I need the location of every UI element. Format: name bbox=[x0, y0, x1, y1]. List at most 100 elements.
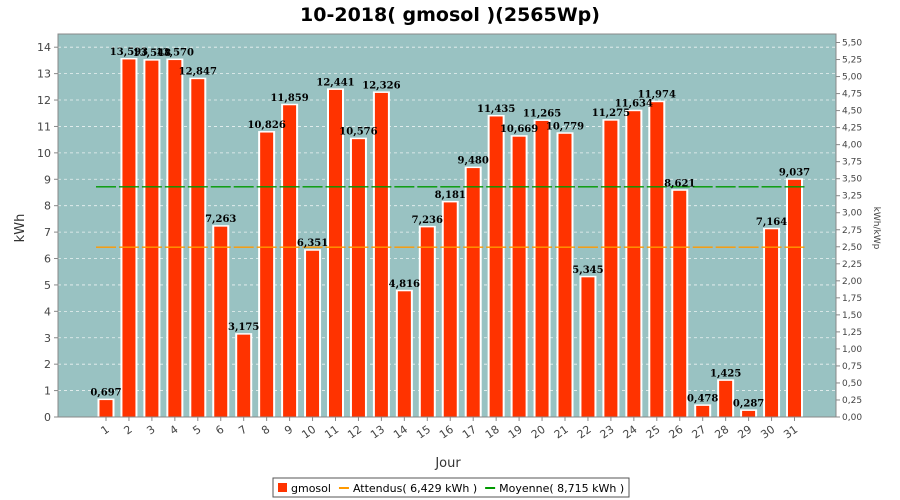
bar-value-label: 0,478 bbox=[687, 393, 718, 404]
bar-value-label: 13,570 bbox=[156, 48, 194, 59]
y2-tick-label: 3,25 bbox=[842, 192, 862, 202]
x-tick-label: 17 bbox=[460, 423, 479, 442]
y2-tick-label: 4,75 bbox=[842, 90, 862, 100]
y2-tick-label: 5,25 bbox=[842, 56, 862, 66]
bar-value-label: 10,669 bbox=[500, 124, 538, 135]
x-axis-label: Jour bbox=[434, 456, 461, 471]
bar bbox=[191, 79, 205, 418]
x-tick-label: 18 bbox=[483, 423, 502, 442]
bar bbox=[466, 168, 480, 417]
x-tick-label: 21 bbox=[552, 423, 571, 442]
bar-value-label: 11,974 bbox=[638, 90, 676, 101]
bar-value-label: 9,037 bbox=[779, 167, 810, 178]
bar-value-label: 1,425 bbox=[710, 368, 741, 379]
y-tick-label: 2 bbox=[44, 358, 51, 371]
bar-value-label: 11,435 bbox=[477, 104, 515, 115]
x-tick-label: 10 bbox=[299, 423, 318, 442]
y-tick-label: 8 bbox=[44, 200, 51, 213]
bar-value-label: 7,236 bbox=[412, 215, 443, 226]
bar-value-label: 5,345 bbox=[572, 265, 603, 276]
bar bbox=[673, 190, 687, 417]
y-tick-label: 12 bbox=[37, 94, 51, 107]
y2-axis-label: kWh/kWp bbox=[871, 207, 881, 250]
x-tick-label: 3 bbox=[144, 423, 157, 438]
bar bbox=[306, 250, 320, 417]
x-tick-label: 22 bbox=[575, 423, 594, 442]
y2-tick-label: 1,25 bbox=[842, 328, 862, 338]
bar bbox=[535, 120, 549, 418]
bar bbox=[765, 229, 779, 417]
y2-tick-label: 2,75 bbox=[842, 226, 862, 236]
bar bbox=[604, 120, 618, 418]
legend-entry: gmosol bbox=[291, 482, 331, 495]
x-tick-label: 31 bbox=[781, 423, 800, 442]
bar bbox=[237, 334, 251, 417]
bar bbox=[788, 179, 801, 417]
bar bbox=[329, 89, 342, 418]
bar bbox=[420, 227, 434, 417]
x-tick-label: 29 bbox=[735, 423, 754, 442]
bar bbox=[581, 277, 595, 417]
bar bbox=[122, 59, 136, 418]
bar bbox=[351, 139, 365, 418]
bar bbox=[627, 111, 641, 417]
x-tick-label: 12 bbox=[345, 423, 364, 442]
bar bbox=[719, 380, 733, 417]
legend-swatch bbox=[278, 483, 287, 492]
bar bbox=[742, 410, 756, 417]
y-tick-label: 4 bbox=[44, 305, 51, 318]
x-tick-label: 26 bbox=[667, 423, 686, 442]
bar-value-label: 13,593 bbox=[110, 47, 148, 58]
bar bbox=[214, 226, 228, 417]
bar bbox=[512, 136, 526, 418]
x-tick-label: 30 bbox=[758, 423, 777, 442]
y2-tick-label: 5,50 bbox=[842, 39, 862, 49]
bar bbox=[260, 132, 274, 417]
bar-value-label: 11,265 bbox=[523, 108, 561, 119]
y-tick-label: 6 bbox=[44, 253, 51, 266]
legend-entry: Attendus( 6,429 kWh ) bbox=[353, 482, 477, 495]
x-tick-label: 7 bbox=[236, 423, 249, 438]
bar bbox=[168, 60, 182, 418]
y2-tick-label: 0,00 bbox=[842, 413, 862, 423]
x-tick-label: 2 bbox=[121, 423, 134, 438]
legend-box bbox=[272, 477, 630, 498]
y-tick-label: 14 bbox=[37, 41, 51, 54]
bar-value-label: 12,326 bbox=[362, 80, 400, 91]
bar-value-label: 9,480 bbox=[458, 156, 489, 167]
y2-tick-label: 1,00 bbox=[842, 345, 862, 355]
bar-value-label: 10,576 bbox=[339, 127, 377, 138]
y-tick-label: 5 bbox=[44, 279, 51, 292]
x-tick-label: 27 bbox=[689, 423, 708, 442]
x-tick-label: 28 bbox=[712, 423, 731, 442]
y2-tick-label: 0,25 bbox=[842, 396, 862, 406]
y2-tick-label: 5,00 bbox=[842, 73, 862, 83]
bar bbox=[283, 105, 297, 418]
y2-tick-label: 2,00 bbox=[842, 277, 862, 287]
bar-value-label: 11,634 bbox=[615, 99, 653, 110]
bar-value-label: 10,779 bbox=[546, 121, 584, 132]
bar-value-label: 13,548 bbox=[133, 48, 171, 59]
y2-axis: 0,00 0,25 0,50 0,75 1,00 1,25 1,50 1,75 2,00 2,25… bbox=[835, 34, 862, 423]
y2-tick-label: 4,00 bbox=[842, 141, 862, 151]
y-axis-label: kWh bbox=[13, 214, 28, 243]
bar bbox=[696, 405, 710, 417]
y2-tick-label: 2,25 bbox=[842, 260, 862, 270]
bar bbox=[374, 92, 388, 417]
bar-value-label: 11,859 bbox=[270, 93, 308, 104]
bar-value-label: 11,275 bbox=[592, 108, 630, 119]
bar bbox=[99, 400, 113, 417]
x-tick-label: 20 bbox=[529, 423, 548, 442]
y-tick-label: 1 bbox=[44, 385, 51, 398]
x-tick-label: 8 bbox=[259, 423, 272, 438]
x-tick-label: 1 bbox=[99, 423, 112, 438]
x-tick-label: 5 bbox=[190, 423, 203, 438]
x-tick-label: 23 bbox=[598, 423, 617, 442]
x-tick-label: 24 bbox=[621, 423, 640, 442]
y-tick-label: 3 bbox=[44, 332, 51, 345]
x-tick-label: 13 bbox=[368, 423, 387, 442]
bar bbox=[650, 102, 664, 417]
y2-tick-label: 4,50 bbox=[842, 107, 862, 117]
y-tick-label: 13 bbox=[37, 68, 51, 81]
